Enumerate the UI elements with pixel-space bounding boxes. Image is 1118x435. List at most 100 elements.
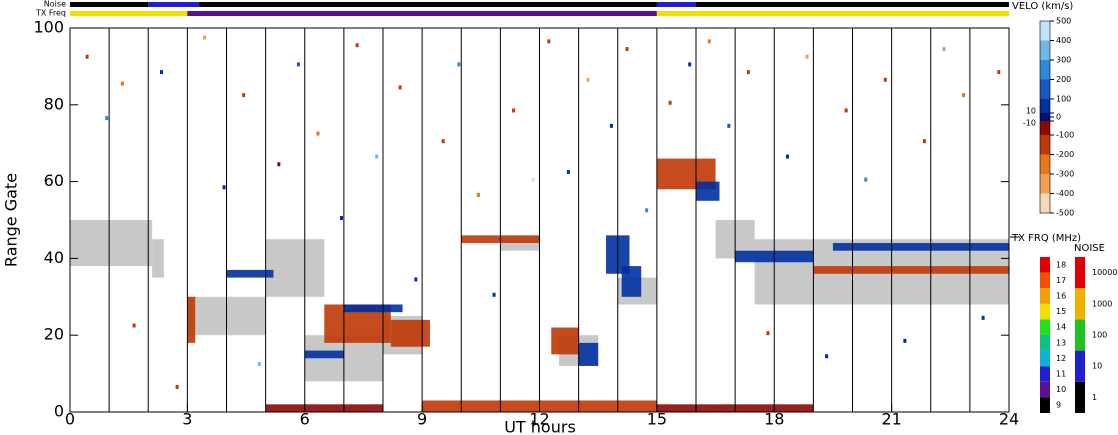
echo-speck xyxy=(105,116,109,121)
velo-colorbar-band xyxy=(1040,193,1050,213)
ground-scatter xyxy=(265,239,325,297)
txfrq-tick-label: 16 xyxy=(1056,292,1066,301)
echo-patch xyxy=(343,304,403,313)
noise-segment xyxy=(199,2,657,7)
echo-speck xyxy=(355,43,359,48)
noise-segment xyxy=(70,2,149,7)
echo-speck xyxy=(766,331,770,336)
echo-speck xyxy=(962,93,966,98)
velo-colorbar-band xyxy=(1040,40,1050,60)
velo-tick-label: -200 xyxy=(1056,150,1074,159)
noise-segment xyxy=(148,2,200,7)
velo-title: VELO (km/s) xyxy=(1012,1,1073,12)
noise-label: Noise xyxy=(44,0,66,9)
echo-speck xyxy=(316,131,320,136)
echo-speck xyxy=(441,139,445,144)
txfrq-tick-label: 13 xyxy=(1056,338,1066,347)
echo-speck xyxy=(175,384,179,389)
echo-speck xyxy=(586,77,590,82)
echo-speck xyxy=(981,315,985,320)
noise-colorbar-cell xyxy=(1075,319,1085,351)
y-axis-label: Range Gate xyxy=(2,173,21,267)
velo-tick-label: -400 xyxy=(1056,189,1074,198)
x-tick-label: 21 xyxy=(881,410,901,429)
echo-speck xyxy=(277,162,281,167)
y-tick-label: 60 xyxy=(44,171,64,190)
echo-patch xyxy=(551,327,579,355)
velo-colorbar-band xyxy=(1040,60,1050,80)
echo-speck xyxy=(883,77,887,82)
echo-speck xyxy=(159,70,163,75)
echo-speck xyxy=(645,208,649,213)
velo-colorbar-band xyxy=(1040,99,1050,113)
velo-tick-label: -300 xyxy=(1056,170,1074,179)
velo-colorbar-band xyxy=(1040,21,1050,41)
echo-speck xyxy=(375,154,379,159)
echo-speck xyxy=(398,85,402,90)
txfreq-segment xyxy=(656,11,1009,16)
echo-patch xyxy=(832,243,1009,251)
echo-speck xyxy=(132,323,136,328)
txfreq-segment xyxy=(187,11,657,16)
x-tick-label: 9 xyxy=(417,410,427,429)
echo-speck xyxy=(707,39,711,44)
velo-tick-label: 300 xyxy=(1056,56,1071,65)
txfrq-colorbar-cell xyxy=(1040,303,1050,320)
txfrq-colorbar-cell xyxy=(1040,366,1050,382)
echo-speck xyxy=(414,277,418,282)
echo-speck xyxy=(625,47,629,52)
txfrq-colorbar-cell xyxy=(1040,381,1050,398)
noise-colorbar-cell xyxy=(1075,381,1085,413)
echo-patch xyxy=(265,404,383,412)
echo-speck xyxy=(566,169,570,174)
noise-colorbar-cell xyxy=(1075,350,1085,382)
txfrq-colorbar-cell xyxy=(1040,272,1050,289)
echo-speck xyxy=(296,62,300,67)
echo-patch xyxy=(813,266,1009,274)
ground-scatter xyxy=(70,220,153,267)
echo-speck xyxy=(609,123,613,128)
noise-tick-label: 1000 xyxy=(1092,299,1112,308)
echo-speck xyxy=(688,62,692,67)
velo-colorbar-band xyxy=(1040,121,1050,135)
echo-speck xyxy=(531,177,535,182)
noise-colorbar-cell xyxy=(1075,257,1085,289)
echo-speck xyxy=(844,108,848,113)
txfrq-tick-label: 17 xyxy=(1056,276,1066,285)
txfrq-tick-label: 11 xyxy=(1056,370,1066,379)
echo-speck xyxy=(120,81,124,86)
txfrq-colorbar-cell xyxy=(1040,335,1050,351)
echo-patch xyxy=(621,266,642,297)
y-tick-label: 40 xyxy=(44,248,64,267)
echo-speck xyxy=(864,177,868,182)
echo-speck xyxy=(942,47,946,52)
echo-speck xyxy=(805,54,809,59)
txfrq-colorbar-cell xyxy=(1040,319,1050,335)
txfreq-label: TX Freq xyxy=(35,9,66,18)
noise-segment xyxy=(696,2,1009,7)
noise-segment xyxy=(656,2,696,7)
y-tick-label: 100 xyxy=(33,18,64,37)
velo-tick-label: -500 xyxy=(1056,209,1074,218)
velo-tick-label: -10 xyxy=(1023,119,1036,128)
y-tick-label: 80 xyxy=(44,94,64,113)
echo-speck xyxy=(257,361,261,366)
velo-colorbar-band xyxy=(1040,154,1050,174)
echo-speck xyxy=(476,192,480,197)
echo-speck xyxy=(203,35,207,40)
noise-title: NOISE xyxy=(1074,243,1105,254)
echo-speck xyxy=(825,354,829,359)
ground-scatter xyxy=(152,239,164,278)
echo-patch xyxy=(390,319,430,347)
echo-speck xyxy=(222,185,226,190)
velo-tick-label: 0 xyxy=(1056,113,1061,122)
echo-speck xyxy=(547,39,551,44)
echo-speck xyxy=(457,62,461,67)
echo-speck xyxy=(727,123,731,128)
velo-tick-label: 100 xyxy=(1056,95,1071,104)
echo-speck xyxy=(339,216,343,220)
txfrq-tick-label: 14 xyxy=(1056,323,1066,332)
velo-tick-label: 200 xyxy=(1056,75,1071,84)
echo-speck xyxy=(746,70,750,75)
